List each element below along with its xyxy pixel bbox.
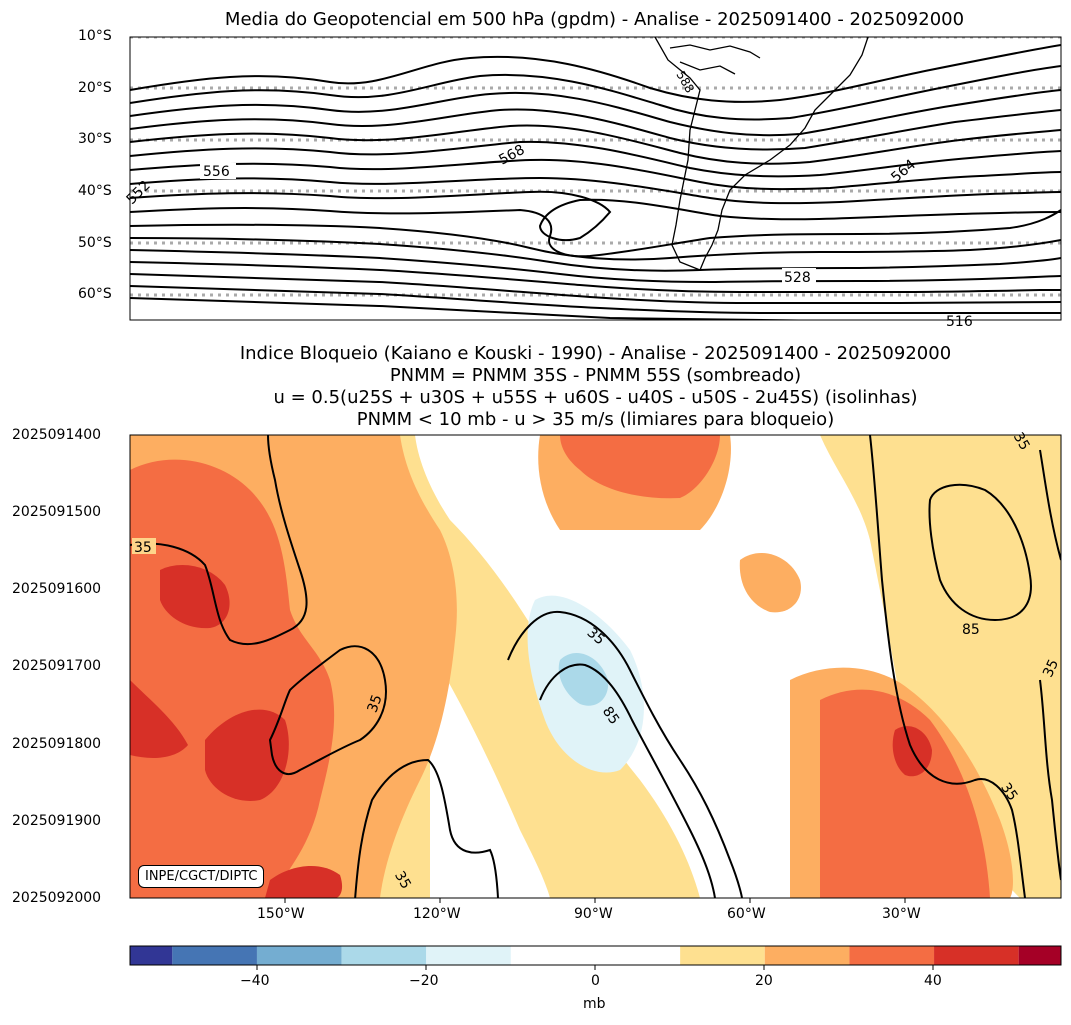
lat-gridlines xyxy=(130,37,1061,297)
isoline-label-35-f: 35 xyxy=(997,780,1020,804)
contour-label-556: 556 xyxy=(203,164,230,180)
isoline-label-35-e: 35 xyxy=(1010,430,1033,453)
lat-tick-40s: 40°S xyxy=(78,183,112,199)
time-tick-4: 2025091800 xyxy=(12,736,102,752)
bottom-panel-frame xyxy=(129,434,1062,899)
colorbar-segments xyxy=(130,946,1061,965)
colorbar-tick-0: 0 xyxy=(591,973,600,989)
colorbar-segment xyxy=(934,946,1019,965)
geopotential-contours xyxy=(130,44,1061,320)
colorbar-segment xyxy=(849,946,935,965)
top-panel-title: Media do Geopotencial em 500 hPa (gpdm) … xyxy=(224,9,965,30)
lon-tick-60w: 60°W xyxy=(727,906,766,922)
colorbar-tick-m20: −20 xyxy=(409,973,439,989)
lon-tick-30w: 30°W xyxy=(882,906,921,922)
geopotential-map: 556 568 564 552 528 516 588 xyxy=(124,36,1062,330)
lat-tick-50s: 50°S xyxy=(78,235,112,251)
u-isolines xyxy=(130,435,1061,898)
south-america-coastline xyxy=(654,37,869,271)
isoline-label-35-c: 35 xyxy=(391,869,414,892)
time-tick-2: 2025091600 xyxy=(12,581,102,597)
colorbar-segment xyxy=(256,946,342,965)
time-tick-0: 2025091400 xyxy=(12,427,102,443)
block-index-title-line1: Indice Bloqueio (Kaiano e Kouski - 1990)… xyxy=(239,343,952,364)
colorbar-segment xyxy=(510,946,596,965)
colorbar-label: mb xyxy=(583,996,606,1012)
colorbar-tick-m40: −40 xyxy=(240,973,270,989)
contour-label-528: 528 xyxy=(784,270,811,286)
isoline-label-85-b: 85 xyxy=(962,622,980,638)
lon-tick-90w: 90°W xyxy=(574,906,613,922)
block-index-title-line4: PNMM < 10 mb - u > 35 m/s (limiares para… xyxy=(356,409,835,430)
colorbar-segment xyxy=(680,946,765,965)
block-index-title-line3: u = 0.5(u25S + u30S + u55S + u60S - u40S… xyxy=(273,387,918,408)
colorbar-tick-40: 40 xyxy=(924,973,942,989)
colorbar-tick-marks xyxy=(256,965,934,970)
isoline-label-35-g: 35 xyxy=(1040,657,1062,680)
time-tick-5: 2025091900 xyxy=(12,813,102,829)
time-tick-3: 2025091700 xyxy=(12,658,102,674)
contour-label-568: 568 xyxy=(496,142,527,169)
colorbar-tick-20: 20 xyxy=(755,973,773,989)
lon-tick-marks xyxy=(284,898,906,903)
colorbar-frame xyxy=(129,945,1062,966)
isoline-label-85-a: 85 xyxy=(599,704,622,728)
isoline-label-35-a: 35 xyxy=(134,540,152,556)
colorbar-segment xyxy=(595,946,681,965)
block-index-title-line2: PNMM = PNMM 35S - PNMM 55S (sombreado) xyxy=(389,365,802,386)
isoline-label-35-d: 35 xyxy=(584,625,608,649)
lat-tick-30s: 30°S xyxy=(78,131,112,147)
lat-tick-20s: 20°S xyxy=(78,80,112,96)
africa-shore-fragment xyxy=(669,44,761,75)
colorbar-segment xyxy=(426,946,511,965)
colorbar-segment xyxy=(764,946,850,965)
credit-label: INPE/CGCT/DIPTC xyxy=(138,865,265,888)
colorbar-segment xyxy=(341,946,427,965)
lon-tick-150w: 150°W xyxy=(257,906,305,922)
colorbar-segment xyxy=(130,946,173,965)
colorbar-segment xyxy=(1018,946,1061,965)
contour-label-588: 588 xyxy=(673,69,697,96)
time-tick-6: 2025092000 xyxy=(12,890,102,906)
lon-tick-120w: 120°W xyxy=(413,906,461,922)
pnmm-shading xyxy=(130,435,1061,898)
isoline-label-35-b: 35 xyxy=(365,693,386,715)
time-tick-1: 2025091500 xyxy=(12,504,102,520)
lat-tick-10s: 10°S xyxy=(78,28,112,44)
contour-label-516: 516 xyxy=(946,314,973,330)
lat-tick-60s: 60°S xyxy=(78,286,112,302)
top-panel-frame xyxy=(129,36,1062,321)
colorbar-segment xyxy=(172,946,257,965)
